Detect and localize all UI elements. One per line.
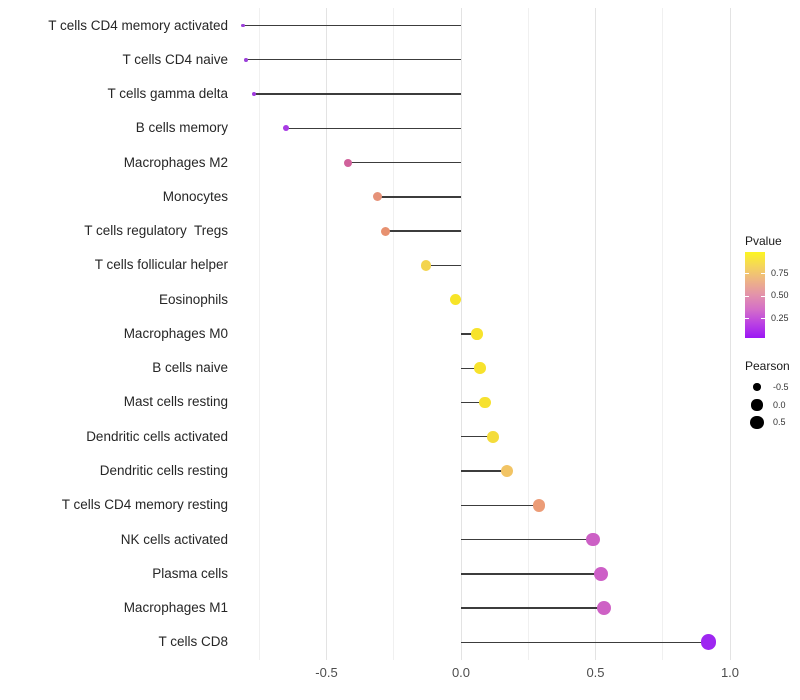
lollipop-dot [700,634,717,651]
pearson-size-legend-dot [753,383,761,391]
lollipop-stem [348,161,461,164]
lollipop-stem [461,607,604,609]
pvalue-colorbar-tick-label: 0.50 [771,290,789,300]
lollipop-stem [461,538,593,541]
x-axis-tick-label: 0.0 [451,665,471,680]
y-axis-label: T cells CD4 naive [122,51,228,67]
x-axis-tick-label: 1.0 [720,665,740,680]
pearson-size-legend-label: 0.0 [773,399,786,410]
lollipop-stem [426,264,461,267]
y-axis-label: NK cells activated [120,531,228,547]
lollipop-stem [461,504,539,506]
pvalue-legend-title: Pvalue [745,234,782,248]
y-axis-label: Plasma cells [152,565,228,581]
y-axis-label: T cells CD4 memory activated [48,17,228,33]
y-axis-label: Eosinophils [158,291,228,307]
y-axis-label: Macrophages M1 [123,600,228,616]
lollipop-stem [461,436,494,438]
pvalue-colorbar-tick-mark [745,273,749,274]
gridline [326,8,327,660]
y-axis-label: Monocytes [162,188,228,204]
lollipop-dot [593,566,608,581]
y-axis-label: T cells CD4 memory resting [61,497,228,513]
lollipop-dot [243,57,248,62]
x-axis-tick-label: -0.5 [315,665,338,680]
gridline [729,8,731,660]
lollipop-stem [461,641,709,644]
pvalue-colorbar-tick-label: 0.25 [771,312,789,323]
lollipop-dot [381,226,391,236]
lollipop-dot [373,192,383,202]
pearson-legend-title: Pearson [745,359,790,373]
pearson-size-legend-dot [751,399,763,411]
y-axis-label: Dendritic cells resting [99,463,228,478]
lollipop-dot [596,601,611,616]
lollipop-dot [251,91,256,97]
gridline [258,8,260,660]
y-axis-label: T cells CD8 [158,634,228,650]
y-axis-label: B cells naive [152,360,228,376]
gridline [527,8,529,660]
lollipop-dot [450,294,462,306]
pvalue-colorbar-tick-mark [761,295,765,297]
lollipop-stem [461,367,480,369]
lollipop-stem [461,573,601,575]
lollipop-stem [461,470,507,472]
pvalue-colorbar-tick-mark [761,273,765,274]
lollipop-stem [461,333,478,335]
pvalue-colorbar-tick-mark [761,318,765,319]
pvalue-colorbar-tick-mark [745,318,749,319]
y-axis-label: Dendritic cells activated [86,428,228,444]
gridline [662,8,664,660]
y-axis-label: T cells follicular helper [94,257,228,273]
lollipop-dot [420,260,432,271]
lollipop-stem [286,127,461,129]
pearson-size-legend-label: 0.5 [773,417,786,427]
lollipop-dot [532,498,546,512]
lollipop-dot [479,396,492,409]
lollipop-stem [385,230,461,232]
lollipop-dot [343,158,353,167]
y-axis-label: Mast cells resting [123,394,228,410]
lollipop-dot [241,23,245,28]
lollipop-stem [253,93,461,95]
lollipop-stem [461,401,486,404]
lollipop-dot [487,430,500,443]
lollipop-dot [474,362,486,374]
lollipop-dot [500,464,513,478]
pearson-size-legend-label: -0.5 [773,381,789,392]
lollipop-dot [471,328,483,340]
y-axis-label: Macrophages M2 [123,154,228,170]
lollipop-dot [283,125,290,132]
x-axis-tick-label: 0.5 [586,665,605,680]
gridline [595,8,596,660]
lollipop-stem [243,24,461,27]
gridline [393,8,395,660]
pvalue-colorbar-tick-mark [745,295,749,297]
y-axis-label: T cells regulatory Tregs [84,223,228,239]
y-axis-label: B cells memory [135,120,228,136]
pvalue-colorbar-tick-label: 0.75 [771,267,789,278]
lollipop-stem [245,59,461,61]
lollipop-stem [377,196,461,198]
pvalue-colorbar [745,252,765,338]
pearson-size-legend-dot [750,415,764,430]
y-axis-label: T cells gamma delta [107,86,228,102]
y-axis-label: Macrophages M0 [123,325,228,341]
lollipop-dot [585,532,600,547]
